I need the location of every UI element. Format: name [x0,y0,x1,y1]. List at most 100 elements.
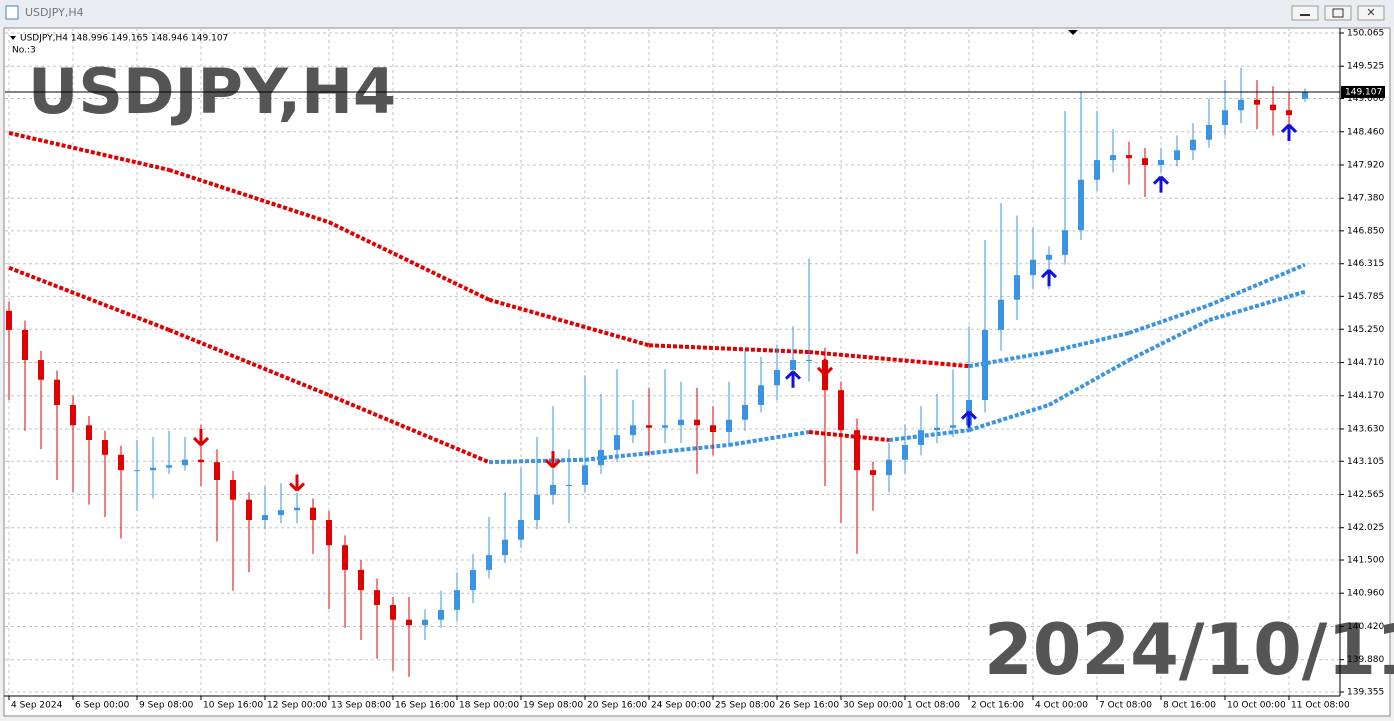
current-price-label: 149.107 [1345,87,1382,97]
x-tick-label: 9 Sep 08:00 [139,701,194,711]
x-tick-label: 6 Sep 00:00 [75,701,130,711]
chart-header: USDJPY,H4 148.996 149.165 148.946 149.10… [20,34,228,44]
candle-body [502,539,508,556]
candle-body [822,360,828,391]
axis-layer: 139.355 139.880 140.420 140.960 141.500 142.0… [5,29,1385,711]
moving-average-segment [808,430,890,443]
candle-body [182,459,188,466]
candle-body [726,419,732,433]
candle-body [678,419,684,426]
candle-body [86,425,92,441]
moving-average-segment [1208,289,1306,322]
candle-body [1078,179,1084,231]
moving-average-segment [968,403,1050,433]
candle-body [566,484,572,486]
candle-body [902,444,908,460]
moving-average-segment [8,265,170,332]
close-glyph: ✕ [1366,6,1375,19]
x-tick-label: 16 Sep 16:00 [395,701,455,711]
candle-body [390,604,396,620]
candle-body [230,480,236,500]
y-tick-label: 146.850 [1347,226,1384,236]
x-tick-label: 25 Sep 08:00 [715,701,775,711]
candle-body [1094,160,1100,180]
candle-body [790,360,796,370]
x-tick-label: 30 Sep 00:00 [843,701,903,711]
date-watermark: 2024/10/11 [984,609,1394,691]
y-tick-label: 150.065 [1347,29,1384,39]
moving-average-segment [168,168,330,225]
x-tick-label: 10 Sep 16:00 [203,701,263,711]
moving-average-segment [328,393,490,465]
candle-body [54,379,60,405]
y-tick-label: 139.355 [1347,688,1384,698]
candle-body [646,425,652,428]
candle-body [598,449,604,466]
candle-body [374,590,380,605]
y-tick-label: 139.880 [1347,655,1384,665]
candle-body [1046,254,1052,260]
moving-average-segment [8,131,170,172]
candle-body [1206,124,1212,140]
x-tick-label: 2 Oct 16:00 [971,701,1024,711]
chart-subheader: No.:3 [12,46,36,56]
buy-arrow [1280,123,1298,141]
x-tick-label: 1 Oct 08:00 [907,701,960,711]
x-tick-label: 19 Sep 08:00 [523,701,583,711]
close-button[interactable] [1357,5,1385,21]
candle-body [422,619,428,626]
y-tick-label: 142.025 [1347,523,1384,533]
window-title: USDJPY,H4 [25,6,84,19]
current-price-box [1341,85,1385,98]
y-tick-label: 145.785 [1347,292,1384,302]
candle-body [262,515,268,521]
shift-marker [1068,30,1078,35]
candle-body [1174,150,1180,161]
x-tick-label: 12 Sep 00:00 [267,701,327,711]
window-buttons: ✕ [1291,5,1385,21]
candle-body [1014,275,1020,300]
moving-average-segment [1128,303,1210,335]
data-layer [6,67,1308,677]
x-tick-label: 13 Sep 08:00 [331,701,391,711]
candle-body [854,430,860,471]
candle-body [38,360,44,380]
minimize-button[interactable] [1291,5,1319,21]
y-tick-label: 147.380 [1347,194,1384,204]
candle-body [1142,158,1148,165]
candle-body [6,310,12,330]
candle-body [982,329,988,401]
candle-body [150,467,156,471]
candle-body [166,465,172,468]
candle-body [1030,259,1036,276]
candle-body [1238,99,1244,111]
x-tick-label: 7 Oct 08:00 [1099,701,1152,711]
moving-average-segment [888,428,970,443]
buy-arrow [784,370,802,388]
candle-body [342,545,348,570]
header-triangle [10,36,16,40]
y-tick-label: 147.920 [1347,160,1384,170]
candle-body [326,520,332,546]
x-tick-label: 4 Oct 00:00 [1035,701,1088,711]
moving-average-segment [168,328,330,397]
restore-button[interactable] [1324,5,1352,21]
y-tick-label: 143.105 [1347,457,1384,467]
sell-arrow [288,474,306,492]
y-tick-label: 140.960 [1347,589,1384,599]
candle-body [102,440,108,455]
window-icon [5,5,19,20]
candle-body [1302,91,1308,99]
candle-body [134,470,140,472]
y-tick-label: 148.460 [1347,127,1384,137]
candle-body [838,390,844,431]
y-tick-label: 149.525 [1347,62,1384,72]
candle-body [1062,230,1068,255]
moving-average-segment [1208,262,1306,308]
candle-body [806,360,812,362]
candle-body [246,499,252,521]
candle-body [118,454,124,471]
candle-body [22,329,28,361]
candle-body [470,569,476,591]
